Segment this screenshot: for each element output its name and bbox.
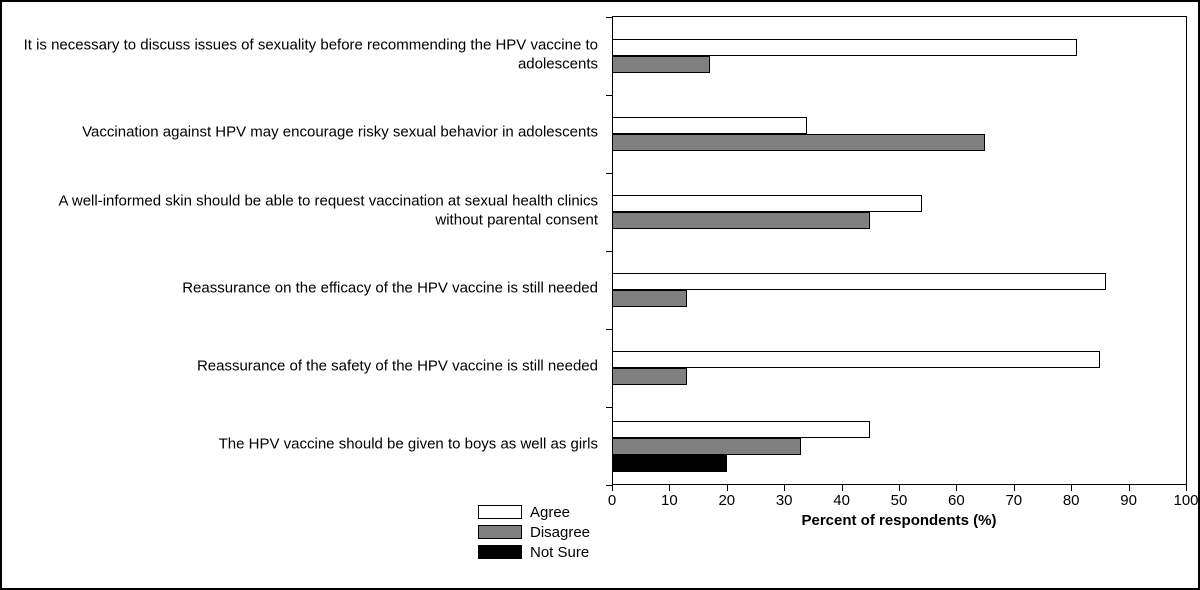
x-tick-label: 60 — [948, 492, 965, 509]
x-tick — [784, 485, 785, 491]
x-tick-label: 40 — [833, 492, 850, 509]
bar-agree — [612, 39, 1077, 56]
legend-label-not_sure: Not Sure — [530, 544, 589, 561]
category-label: The HPV vaccine should be given to boys … — [18, 436, 598, 455]
bar-agree — [612, 421, 870, 438]
legend-label-disagree: Disagree — [530, 524, 590, 541]
bar-disagree — [612, 212, 870, 229]
bar-not_sure — [612, 455, 727, 472]
x-tick — [899, 485, 900, 491]
x-tick — [956, 485, 957, 491]
legend-item-agree: Agree — [478, 502, 590, 522]
x-tick — [727, 485, 728, 491]
legend-swatch-disagree — [478, 525, 522, 539]
category-label: It is necessary to discuss issues of sex… — [18, 36, 598, 74]
y-tick — [606, 95, 612, 96]
legend-label-agree: Agree — [530, 504, 570, 521]
legend-item-disagree: Disagree — [478, 522, 590, 542]
x-tick-label: 50 — [891, 492, 908, 509]
bar-disagree — [612, 438, 801, 455]
x-tick-label: 30 — [776, 492, 793, 509]
y-axis-line — [612, 17, 613, 485]
bar-agree — [612, 351, 1100, 368]
legend-swatch-agree — [478, 505, 522, 519]
x-tick-label: 20 — [718, 492, 735, 509]
y-tick — [606, 485, 612, 486]
x-tick-label: 0 — [608, 492, 616, 509]
bar-agree — [612, 195, 922, 212]
category-label: Reassurance on the efficacy of the HPV v… — [18, 280, 598, 299]
x-tick — [1186, 485, 1187, 491]
x-tick-label: 80 — [1063, 492, 1080, 509]
bar-disagree — [612, 134, 985, 151]
legend-swatch-not_sure — [478, 545, 522, 559]
bar-disagree — [612, 56, 710, 73]
category-label: A well-informed skin should be able to r… — [18, 192, 598, 230]
bar-disagree — [612, 368, 687, 385]
x-tick — [1071, 485, 1072, 491]
x-tick — [1129, 485, 1130, 491]
x-tick — [669, 485, 670, 491]
y-tick — [606, 251, 612, 252]
y-tick — [606, 329, 612, 330]
y-tick — [606, 407, 612, 408]
bar-agree — [612, 117, 807, 134]
legend-item-not_sure: Not Sure — [478, 542, 590, 562]
plot-area — [612, 16, 1187, 485]
legend: Agree Disagree Not Sure — [478, 502, 590, 562]
bar-disagree — [612, 290, 687, 307]
x-tick-label: 100 — [1173, 492, 1198, 509]
y-tick — [606, 173, 612, 174]
x-tick-label: 10 — [661, 492, 678, 509]
x-tick — [842, 485, 843, 491]
category-label: Vaccination against HPV may encourage ri… — [18, 124, 598, 143]
x-tick-label: 90 — [1120, 492, 1137, 509]
chart-figure: Agree Disagree Not Sure 0 10 20 30 40 50 60 70 80 9… — [0, 0, 1200, 590]
x-tick-label: 70 — [1005, 492, 1022, 509]
x-tick — [612, 485, 613, 491]
y-tick — [606, 17, 612, 18]
category-label: Reassurance of the safety of the HPV vac… — [18, 358, 598, 377]
x-axis-title: Percent of respondents (%) — [801, 512, 996, 529]
bar-agree — [612, 273, 1106, 290]
x-tick — [1014, 485, 1015, 491]
